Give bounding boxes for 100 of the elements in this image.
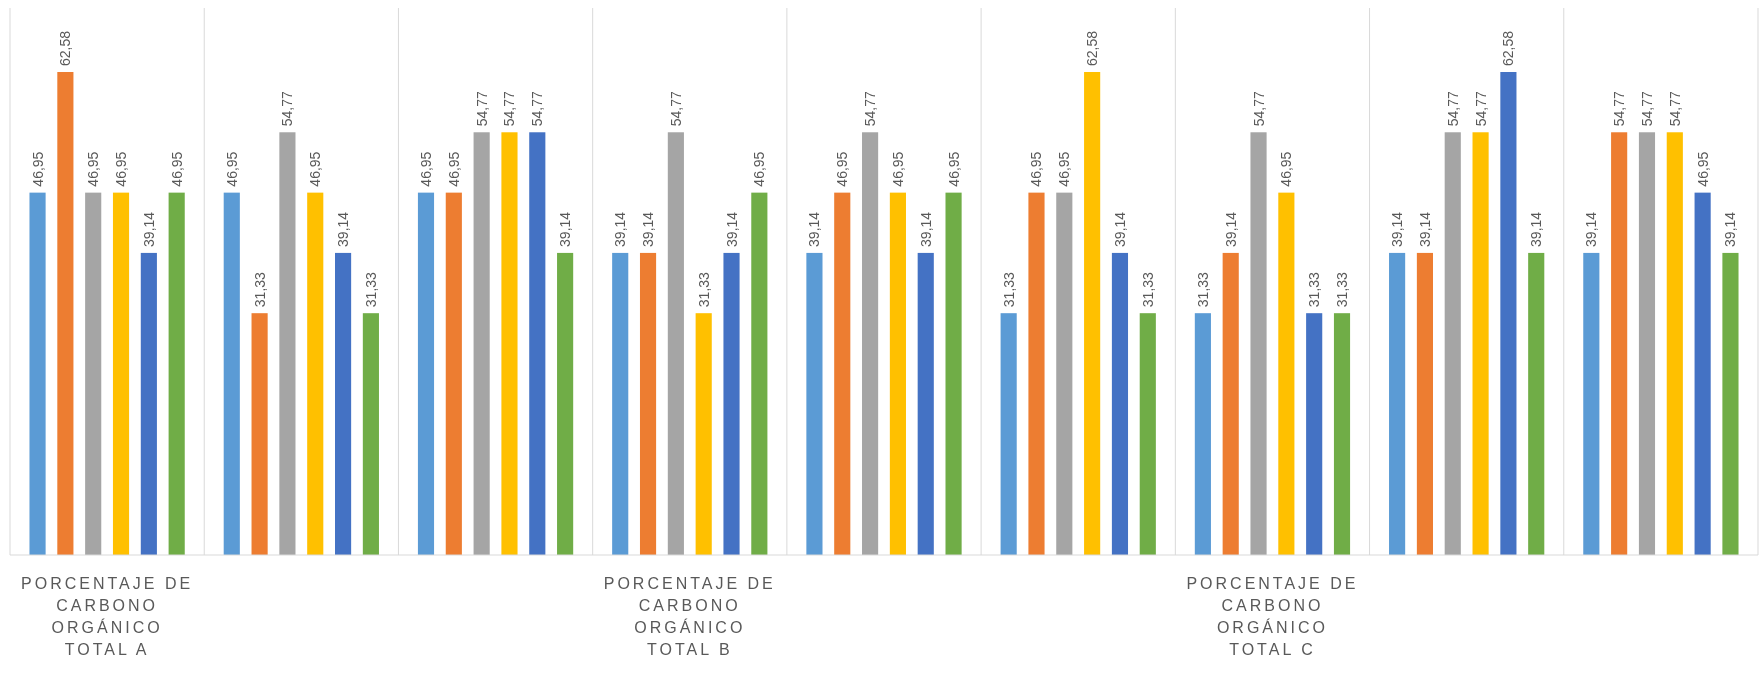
data-label: 46,95 xyxy=(1028,151,1045,187)
data-label: 54,77 xyxy=(529,91,546,127)
data-label: 39,14 xyxy=(557,211,574,247)
bar xyxy=(612,252,629,555)
x-tick-label: PORCENTAJE DE CARBONO ORGÁNICO TOTAL C xyxy=(1186,575,1359,658)
data-label: 39,14 xyxy=(1416,211,1433,247)
x-tick-label: PORCENTAJE DE CARBONO ORGÁNICO TOTAL A xyxy=(21,575,194,658)
data-label: 54,77 xyxy=(1638,91,1655,127)
data-label: 54,77 xyxy=(1666,91,1683,127)
data-label: 39,14 xyxy=(1389,211,1406,247)
data-label: 46,95 xyxy=(307,151,324,187)
data-label: 39,14 xyxy=(806,211,823,247)
data-label: 39,14 xyxy=(1528,211,1545,247)
data-label: 39,14 xyxy=(1722,211,1739,247)
data-label: 54,77 xyxy=(501,91,518,127)
data-label: 31,33 xyxy=(1334,271,1351,308)
data-label: 62,58 xyxy=(57,30,74,66)
data-label: 31,33 xyxy=(1306,271,1323,308)
bar xyxy=(1306,313,1323,555)
data-label: 46,95 xyxy=(113,151,130,187)
data-label: 31,33 xyxy=(1000,271,1017,308)
data-label: 46,95 xyxy=(1278,151,1295,187)
data-label: 46,95 xyxy=(417,151,434,187)
data-label: 46,95 xyxy=(445,151,462,187)
data-label: 54,77 xyxy=(473,91,490,127)
data-label: 46,95 xyxy=(29,151,46,187)
bar xyxy=(639,252,657,555)
bar xyxy=(1416,252,1433,555)
data-label: 46,95 xyxy=(223,151,240,187)
bar xyxy=(723,252,740,555)
bar xyxy=(140,252,157,555)
data-label: 46,95 xyxy=(751,151,768,187)
x-tick-label: PORCENTAJE DE CARBONO ORGÁNICO TOTAL B xyxy=(603,575,776,658)
bar xyxy=(1111,252,1129,555)
bar xyxy=(1500,72,1517,555)
bar xyxy=(1638,132,1656,555)
bar xyxy=(889,192,906,555)
bar xyxy=(1666,132,1683,555)
bar xyxy=(1528,252,1545,555)
data-label: 62,58 xyxy=(1500,30,1517,66)
bar xyxy=(1333,313,1351,555)
bar xyxy=(1028,192,1045,555)
data-label: 46,95 xyxy=(1694,151,1711,187)
data-label: 31,33 xyxy=(251,271,268,308)
bar xyxy=(85,192,102,555)
bar xyxy=(751,192,768,555)
data-label: 46,95 xyxy=(945,151,962,187)
data-label: 39,14 xyxy=(1222,211,1239,247)
bar xyxy=(695,313,712,555)
data-label: 46,95 xyxy=(85,151,102,187)
bar xyxy=(473,132,490,555)
data-label: 31,33 xyxy=(362,271,379,308)
data-label: 54,77 xyxy=(1444,91,1461,127)
bar xyxy=(417,192,435,555)
bar xyxy=(1611,132,1628,555)
bar xyxy=(1194,313,1211,555)
data-label: 46,95 xyxy=(834,151,851,187)
data-label: 54,77 xyxy=(1472,91,1489,127)
bar xyxy=(1583,252,1600,555)
bar xyxy=(1694,192,1711,555)
data-label: 54,77 xyxy=(279,91,296,127)
data-label: 46,95 xyxy=(168,151,185,187)
bar xyxy=(362,313,379,555)
bar xyxy=(945,192,962,555)
bar xyxy=(667,132,684,555)
bar xyxy=(1250,132,1267,555)
bar xyxy=(917,252,934,555)
data-label: 39,14 xyxy=(917,211,934,247)
data-label: 54,77 xyxy=(1250,91,1267,127)
data-label: 46,95 xyxy=(889,151,906,187)
data-label: 54,77 xyxy=(862,91,879,127)
bar xyxy=(29,192,46,555)
data-label: 39,14 xyxy=(1583,211,1600,247)
bar xyxy=(1056,192,1073,555)
bar xyxy=(529,132,546,555)
data-label: 54,77 xyxy=(1611,91,1628,127)
data-label: 31,33 xyxy=(1139,271,1156,308)
data-label: 39,14 xyxy=(335,211,352,247)
data-label: 39,14 xyxy=(723,211,740,247)
data-label: 39,14 xyxy=(1111,211,1128,247)
bar xyxy=(1084,72,1101,555)
bar xyxy=(1000,313,1017,555)
data-label: 39,14 xyxy=(612,211,629,247)
data-label: 62,58 xyxy=(1084,30,1101,66)
data-label: 46,95 xyxy=(1056,151,1073,187)
bar xyxy=(1722,252,1739,555)
data-label: 54,77 xyxy=(667,91,684,127)
bar xyxy=(57,72,74,555)
bar xyxy=(223,192,240,555)
bar xyxy=(1139,313,1156,555)
bar xyxy=(279,132,296,555)
data-label: 39,14 xyxy=(140,211,157,247)
bar xyxy=(1222,252,1239,555)
bar xyxy=(1278,192,1295,555)
bar xyxy=(1389,252,1406,555)
bar xyxy=(806,252,823,555)
bar xyxy=(112,192,130,555)
bar xyxy=(335,252,352,555)
bar xyxy=(307,192,324,555)
bar xyxy=(251,313,268,555)
